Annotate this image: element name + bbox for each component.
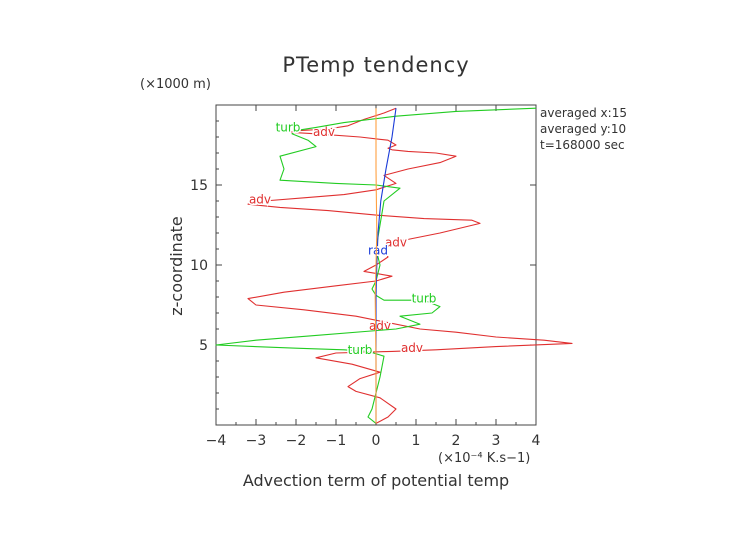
- x-tick-label: −1: [326, 433, 347, 449]
- info-line-2: averaged y:10: [540, 122, 626, 136]
- series-line-adv: [247, 107, 573, 424]
- x-tick-label: −4: [206, 433, 227, 449]
- series-label-turb: turb: [412, 292, 437, 306]
- series-line-rad: [375, 108, 397, 424]
- x-tick-label: 1: [412, 433, 421, 449]
- y-axis-label: z-coordinate: [167, 216, 186, 316]
- y-tick-label: 5: [199, 338, 208, 354]
- x-tick-label: 3: [492, 433, 501, 449]
- series-label-adv: adv: [313, 125, 335, 139]
- x-tick-label: −2: [286, 433, 307, 449]
- x-axis-label: Advection term of potential temp: [243, 471, 509, 490]
- x-unit-label: (×10⁻⁴ K.s−1): [438, 451, 530, 466]
- x-tick-label: 4: [532, 433, 541, 449]
- chart-title: PTemp tendency: [282, 53, 469, 77]
- x-tick-label: 0: [372, 433, 381, 449]
- y-tick-label: 10: [190, 258, 208, 274]
- series-label-turb: turb: [348, 343, 373, 357]
- x-tick-label: 2: [452, 433, 461, 449]
- series-label-adv: adv: [401, 341, 423, 355]
- x-tick-label: −3: [246, 433, 267, 449]
- series-label-rad: rad: [368, 244, 388, 258]
- info-line-1: averaged x:15: [540, 106, 627, 120]
- y-unit-label: (×1000 m): [140, 77, 211, 92]
- series-line-turb: [215, 107, 537, 424]
- info-line-3: t=168000 sec: [540, 138, 625, 152]
- series-label-adv: adv: [385, 236, 407, 250]
- series-line-extra-3: [374, 108, 378, 424]
- series-label-turb: turb: [276, 120, 301, 134]
- y-tick-label: 15: [190, 178, 208, 194]
- series-label-adv: adv: [249, 192, 271, 206]
